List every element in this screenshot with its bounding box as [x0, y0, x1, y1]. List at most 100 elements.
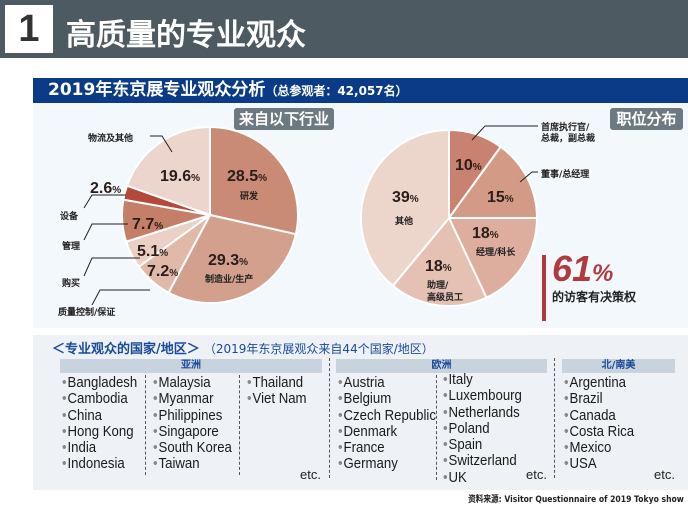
country-item: Mexico [564, 439, 634, 456]
country-item: India [62, 439, 137, 456]
leader-lines [83, 125, 538, 306]
label-qc: 质量控制/保证 [58, 308, 116, 318]
country-item: Taiwan [153, 456, 232, 473]
country-item: South Korea [153, 439, 232, 456]
section-number: 1 [5, 5, 53, 53]
country-item: UK [443, 469, 522, 486]
industry-pie [121, 125, 299, 304]
pct-assistant: 18% [425, 258, 452, 275]
country-column: MalaysiaMyanmarPhilippinesSingaporeSouth… [153, 374, 232, 473]
country-column: AustriaBelgiumCzech RepublicDenmarkFranc… [338, 374, 436, 473]
country-item: Germany [338, 456, 436, 473]
country-item: Denmark [338, 423, 436, 440]
pie-slice [125, 125, 211, 217]
label-director: 董事/总经理 [541, 170, 590, 180]
analysis-title: 2019年东京展专业观众分析（总参观者：42,057名） [33, 78, 688, 103]
label-management: 管理 [62, 242, 81, 252]
region-americas-header: 北/南美 [562, 359, 675, 373]
pct-qc: 7.2% [147, 263, 179, 280]
position-pie [360, 128, 539, 307]
source-note: 资料来源: Visitor Questionnaire of 2019 Toky… [468, 495, 684, 505]
pie-slice [447, 145, 539, 219]
etc-asia: etc. [300, 467, 321, 482]
region-asia-header: 亚洲 [60, 359, 322, 373]
analysis-subtitle: （总参观者：42,057名） [265, 84, 408, 98]
header-bar [0, 0, 688, 58]
country-item: Argentina [564, 374, 634, 391]
pct-director: 15% [487, 189, 514, 206]
country-item: Cambodia [62, 390, 137, 407]
country-item: Myanmar [153, 390, 232, 407]
pct-other: 39% [392, 189, 419, 206]
leader-line [83, 194, 126, 209]
label-assistant-2: 高级员工 [427, 293, 464, 303]
leader-line [519, 171, 538, 183]
pie-slice [209, 125, 299, 236]
divider [329, 358, 330, 478]
pct-equipment: 2.6% [90, 180, 122, 197]
country-column: ArgentinaBrazilCanadaCosta RicaMexicoUSA [564, 374, 635, 473]
country-item: Brazil [564, 390, 634, 407]
position-tag: 职位分布 [610, 108, 683, 130]
pct-rnd: 28.5% [227, 168, 268, 185]
label-ceo-2: 总裁，副总裁 [541, 134, 596, 144]
pie-slice [391, 216, 488, 307]
pct-purchase: 5.1% [137, 243, 169, 260]
country-item: Hong Kong [62, 423, 137, 440]
country-item: Spain [443, 436, 522, 453]
country-column: ItalyLuxembourgNetherlandsPolandSpainSwi… [443, 371, 522, 486]
country-item: Viet Nam [247, 390, 307, 407]
countries-heading: ＜专业观众的国家/地区＞ （2019年东京展观众来自44个国家/地区） [52, 342, 434, 357]
region-europe-header: 欧洲 [336, 359, 547, 373]
label-equipment: 设备 [60, 212, 79, 222]
divider [145, 375, 146, 475]
pie-slice [447, 217, 539, 299]
leader-line [471, 125, 538, 141]
label-assistant-1: 助理/ [427, 281, 449, 291]
decision-label: 的访客有决策权 [552, 290, 637, 304]
label-rnd: 研发 [240, 192, 259, 202]
leader-line [83, 223, 128, 241]
country-item: Italy [443, 371, 522, 388]
country-item: France [338, 439, 436, 456]
country-item: Switzerland [443, 453, 522, 470]
country-item: Austria [338, 374, 436, 391]
country-item: Malaysia [153, 374, 232, 391]
pct-manufacturing: 29.3% [208, 252, 249, 269]
decision-accent-bar [542, 255, 546, 321]
country-item: China [62, 407, 137, 424]
etc-americas: etc. [654, 467, 675, 482]
country-item: Belgium [338, 390, 436, 407]
country-item: Czech Republic [338, 407, 436, 424]
pct-management: 7.7% [132, 216, 164, 233]
decision-percent: 61% [552, 248, 614, 289]
pie-slice [360, 128, 450, 288]
divider [554, 358, 555, 478]
etc-europe: etc. [526, 467, 547, 482]
page-title: 高质量的专业观众 [66, 18, 306, 53]
divider [239, 375, 240, 475]
label-other: 其他 [395, 217, 414, 227]
country-item: Luxembourg [443, 387, 522, 404]
leader-line [91, 289, 150, 306]
country-item: Singapore [153, 423, 232, 440]
country-item: Indonesia [62, 456, 137, 473]
leader-line [83, 257, 140, 277]
pct-manager: 18% [472, 225, 499, 242]
label-logistics: 物流及其他 [88, 134, 134, 144]
label-purchase: 购买 [62, 279, 81, 289]
pie-slice [167, 213, 298, 304]
label-manager: 经理/科长 [476, 248, 516, 258]
country-item: Bangladesh [62, 374, 138, 391]
pct-ceo: 10% [455, 157, 482, 174]
label-ceo-1: 首席执行官/ [541, 123, 590, 133]
leader-line [150, 135, 173, 153]
country-column: BangladeshCambodiaChinaHong KongIndiaInd… [62, 374, 138, 473]
analysis-title-text: 2019年东京展专业观众分析 [48, 80, 266, 100]
country-item: Costa Rica [564, 423, 635, 440]
label-manufacturing: 制造业/生产 [205, 275, 254, 285]
divider [436, 375, 437, 480]
country-item: Thailand [247, 374, 307, 391]
pct-logistics: 19.6% [160, 168, 201, 185]
